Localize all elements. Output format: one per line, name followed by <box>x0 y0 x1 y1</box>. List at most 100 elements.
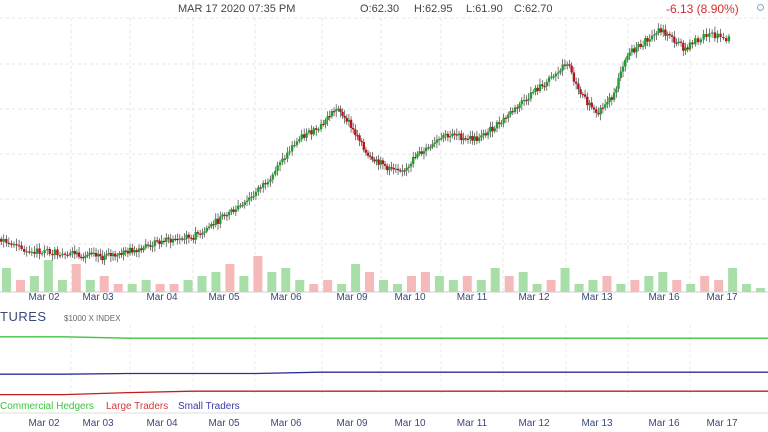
candle-body <box>317 129 320 131</box>
candle-body <box>35 248 39 254</box>
candle-body <box>271 174 275 180</box>
candle-body <box>103 255 106 261</box>
candle-body <box>684 47 687 51</box>
close-value: C:62.70 <box>514 3 553 15</box>
x-tick-label: Mar 11 <box>457 292 488 303</box>
candle-body <box>162 240 166 243</box>
candle-body <box>10 243 13 245</box>
volume-bar <box>337 284 347 292</box>
candle-body <box>158 240 161 245</box>
volume-bar <box>406 276 416 292</box>
candle-body <box>180 238 184 240</box>
volume-bars <box>2 256 766 292</box>
datetime-label: MAR 17 2020 07:35 PM <box>178 3 296 15</box>
candle-body <box>477 137 481 141</box>
candle-body <box>69 252 72 256</box>
candle-body <box>30 251 34 254</box>
x-tick-label: Mar 16 <box>648 292 680 303</box>
candle-body <box>155 240 159 242</box>
candle-body <box>694 38 697 45</box>
candle-body <box>33 251 36 254</box>
candle-body <box>668 33 672 36</box>
candle-body <box>534 87 537 93</box>
candle-body <box>259 187 262 189</box>
candle-body <box>257 187 260 192</box>
candle-body <box>420 151 423 154</box>
candle-body <box>386 165 389 171</box>
candle-body <box>705 34 708 37</box>
x-tick-label: Mar 05 <box>208 292 240 303</box>
high-value: H:62.95 <box>414 3 453 15</box>
candle-body <box>661 29 665 33</box>
cot-lines <box>0 336 768 396</box>
candle-body <box>196 232 200 234</box>
candle-body <box>38 248 41 254</box>
candle-body <box>586 96 589 106</box>
candle-body <box>116 254 119 257</box>
candle-body <box>307 130 311 133</box>
candle-body <box>577 83 580 90</box>
candle-body <box>392 167 395 170</box>
x-tick-label: Mar 09 <box>336 418 368 429</box>
candle-body <box>626 55 629 60</box>
candle-body <box>399 170 402 172</box>
volume-bar <box>99 276 109 292</box>
candle-body <box>531 92 535 94</box>
candle-body <box>511 111 514 113</box>
candle-body <box>657 28 660 34</box>
candle-body <box>216 218 220 224</box>
candle-body <box>79 256 83 258</box>
candle-body <box>171 238 175 243</box>
candle-body <box>20 245 23 249</box>
candle-body <box>99 253 102 257</box>
info-icon[interactable] <box>757 4 764 11</box>
candle-body <box>189 237 193 239</box>
candle-body <box>243 202 246 206</box>
candle-body <box>486 131 490 136</box>
x-tick-label: Mar 17 <box>706 292 738 303</box>
candle-body <box>312 128 316 135</box>
x-tick-label: Mar 10 <box>394 418 426 429</box>
candle-body <box>641 45 645 48</box>
candle-body <box>319 123 323 130</box>
candle-body <box>538 84 542 91</box>
volume-bar <box>714 280 724 292</box>
candle-body <box>343 115 346 118</box>
candle-body <box>133 250 136 253</box>
candle-body <box>502 117 505 124</box>
candle-body <box>498 122 501 124</box>
candle-body <box>341 111 344 116</box>
volume-bar <box>225 264 235 292</box>
candle-body <box>15 244 18 246</box>
candle-body <box>619 71 622 79</box>
candle-body <box>572 72 576 82</box>
candle-body <box>330 111 334 117</box>
candle-body <box>702 34 705 40</box>
candle-body <box>429 147 432 149</box>
candle-body <box>644 38 647 46</box>
volume-bar <box>379 280 389 292</box>
candle-body <box>75 252 79 255</box>
candle-body <box>366 152 370 156</box>
candle-body <box>53 249 57 256</box>
volume-bar <box>253 256 263 292</box>
candle-body <box>509 111 512 115</box>
candle-body <box>617 78 620 89</box>
candle-body <box>418 151 421 154</box>
candle-body <box>324 120 327 125</box>
volume-bar <box>183 280 193 292</box>
volume-bar <box>518 272 528 292</box>
x-tick-label: Mar 09 <box>336 292 368 303</box>
candle-body <box>160 240 163 245</box>
candle-body <box>520 100 524 105</box>
candle-body <box>118 253 121 255</box>
candle-body <box>588 102 591 106</box>
candle-body <box>124 250 127 252</box>
volume-bar <box>434 276 444 292</box>
candle-body <box>491 126 494 132</box>
volume-bar <box>113 284 123 292</box>
candle-body <box>187 234 191 238</box>
candle-body <box>457 133 461 136</box>
volume-bar <box>281 268 291 292</box>
